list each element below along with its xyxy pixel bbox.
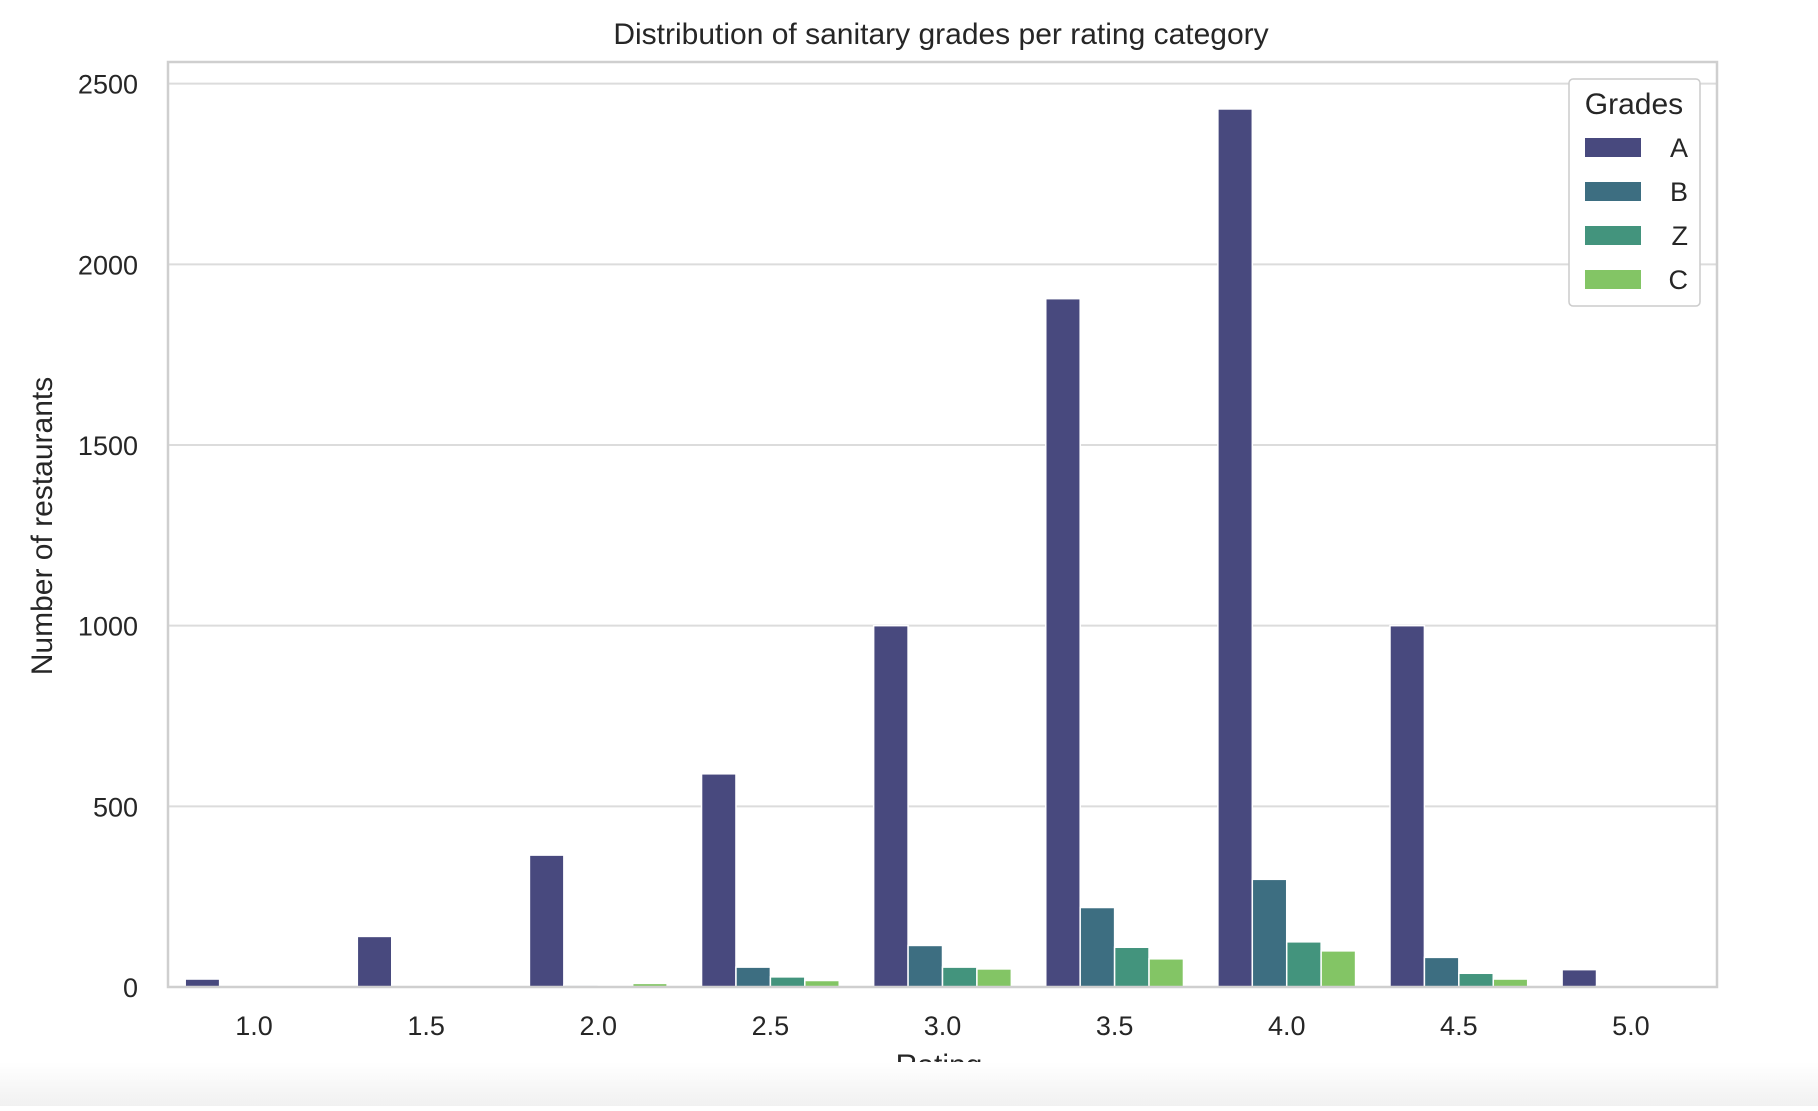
bar-Z-4.0: [1287, 942, 1321, 987]
bar-C-3.5: [1149, 959, 1183, 987]
legend-swatch-C: [1585, 270, 1641, 289]
legend-label-Z: Z: [1672, 221, 1689, 251]
x-tick-label: 4.5: [1440, 1011, 1478, 1041]
x-tick-label: 3.5: [1096, 1011, 1134, 1041]
y-tick-label: 0: [123, 973, 138, 1003]
x-tick-label: 1.5: [407, 1011, 445, 1041]
legend-label-B: B: [1670, 177, 1688, 207]
bar-Z-3.5: [1115, 947, 1149, 987]
y-tick-label: 1500: [78, 431, 138, 461]
bar-A-1.5: [357, 936, 391, 987]
bar-A-2.5: [702, 774, 736, 987]
legend-label-C: C: [1669, 265, 1689, 295]
y-tick-label: 2000: [78, 250, 138, 280]
bar-A-3.5: [1046, 299, 1080, 987]
bar-B-4.5: [1424, 957, 1458, 987]
x-tick-label: 4.0: [1268, 1011, 1306, 1041]
bar-A-4.0: [1218, 109, 1252, 987]
bar-B-3.0: [908, 945, 942, 987]
legend-label-A: A: [1670, 133, 1688, 163]
bars: [185, 109, 1665, 987]
bar-C-3.0: [977, 969, 1011, 987]
gridlines: [168, 84, 1717, 987]
legend-swatch-Z: [1585, 226, 1641, 245]
y-tick-label: 1000: [78, 612, 138, 642]
y-axis-label: Number of restaurants: [26, 377, 59, 675]
bar-B-2.5: [736, 967, 770, 987]
x-tick-label: 1.0: [235, 1011, 273, 1041]
bar-Z-2.5: [770, 977, 804, 987]
legend-title: Grades: [1585, 88, 1683, 121]
bar-Z-4.5: [1459, 973, 1493, 987]
bar-C-4.0: [1321, 951, 1355, 987]
chart-title: Distribution of sanitary grades per rati…: [613, 18, 1268, 51]
bar-Z-3.0: [943, 967, 977, 987]
y-tick-label: 500: [93, 792, 138, 822]
bar-A-5.0: [1562, 970, 1596, 987]
legend-swatch-A: [1585, 138, 1641, 157]
window-bottom-edge: [0, 1062, 1818, 1106]
x-tick-label: 2.0: [580, 1011, 618, 1041]
bar-A-3.0: [874, 626, 908, 987]
bar-B-4.0: [1252, 879, 1286, 987]
bar-B-3.5: [1080, 908, 1114, 987]
bar-A-4.5: [1390, 626, 1424, 987]
y-tick-label: 2500: [78, 70, 138, 100]
x-tick-label: 5.0: [1612, 1011, 1650, 1041]
legend-swatch-B: [1585, 182, 1641, 201]
x-tick-label: 3.0: [924, 1011, 962, 1041]
x-tick-label: 2.5: [752, 1011, 790, 1041]
bar-A-2.0: [529, 855, 563, 987]
plot-frame: [168, 62, 1717, 987]
